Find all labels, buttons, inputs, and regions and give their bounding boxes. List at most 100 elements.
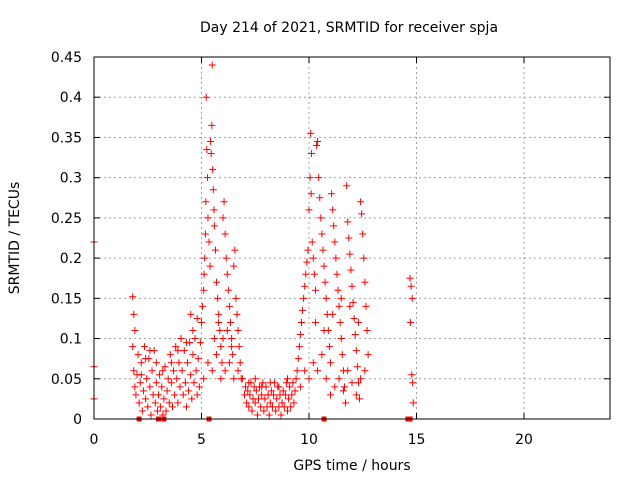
data-point	[347, 266, 355, 274]
data-point	[185, 387, 193, 395]
data-point	[200, 270, 208, 278]
data-point	[346, 250, 354, 258]
data-point	[409, 399, 417, 407]
data-point	[209, 186, 217, 194]
data-point	[361, 278, 369, 286]
data-point	[335, 302, 343, 310]
data-point	[343, 182, 351, 190]
data-point	[156, 371, 164, 379]
data-point	[184, 359, 192, 367]
data-point	[406, 318, 414, 326]
data-point	[207, 137, 215, 145]
data-point	[130, 310, 138, 318]
data-point	[198, 318, 205, 326]
data-point	[148, 367, 156, 375]
data-point	[270, 391, 278, 399]
data-point	[350, 314, 358, 322]
y-tick-label: 0.45	[51, 50, 82, 66]
data-points	[90, 61, 417, 422]
data-point	[137, 359, 145, 367]
data-point	[306, 174, 314, 182]
data-point	[320, 262, 328, 270]
data-point	[328, 190, 336, 198]
data-point	[143, 375, 151, 383]
data-point	[281, 391, 289, 399]
data-point	[248, 407, 256, 415]
data-point	[335, 375, 343, 383]
data-point	[228, 343, 236, 351]
data-point	[282, 379, 290, 387]
data-point	[245, 403, 253, 411]
data-point	[223, 327, 231, 335]
data-point	[201, 254, 209, 262]
data-point	[266, 399, 274, 407]
data-point	[348, 282, 356, 290]
data-point	[215, 310, 223, 318]
data-point	[210, 335, 218, 343]
data-point	[142, 355, 150, 363]
data-point	[164, 375, 172, 383]
data-point	[296, 383, 304, 391]
data-point	[137, 371, 145, 379]
data-point	[303, 258, 311, 266]
data-point	[325, 343, 333, 351]
data-point	[353, 363, 361, 371]
data-point	[257, 403, 265, 411]
data-point	[316, 194, 324, 202]
data-point	[342, 399, 350, 407]
data-point	[171, 391, 179, 399]
data-point	[296, 331, 304, 339]
data-point	[138, 407, 146, 415]
data-point	[188, 395, 196, 403]
data-point	[238, 375, 246, 383]
data-point	[189, 351, 197, 359]
data-point	[319, 246, 327, 254]
data-point	[352, 347, 360, 355]
data-point	[187, 310, 195, 318]
data-point	[231, 246, 239, 254]
data-point	[310, 270, 318, 278]
data-point	[190, 379, 198, 387]
data-point	[292, 375, 300, 383]
y-tick-label: 0.1	[60, 332, 82, 348]
y-tick-label: 0.3	[60, 171, 82, 187]
data-point	[230, 375, 238, 383]
data-point	[168, 403, 176, 411]
data-point	[174, 399, 182, 407]
data-point	[216, 327, 224, 335]
y-tick-label: 0.4	[60, 90, 82, 106]
data-point	[141, 343, 149, 351]
data-point	[285, 395, 293, 403]
data-point	[333, 270, 341, 278]
data-point	[300, 294, 308, 302]
data-point	[201, 230, 209, 238]
data-point	[305, 375, 313, 383]
y-tick-label: 0	[73, 412, 82, 428]
data-point	[351, 331, 359, 339]
data-point	[279, 387, 287, 395]
data-point	[329, 206, 337, 214]
data-point	[243, 399, 251, 407]
data-point	[130, 367, 138, 375]
data-point	[267, 387, 275, 395]
data-point	[339, 387, 347, 395]
data-point	[245, 379, 253, 387]
data-point	[307, 190, 315, 198]
data-point	[348, 379, 356, 387]
data-point	[272, 407, 280, 415]
data-point	[409, 379, 417, 387]
data-point	[330, 222, 338, 230]
data-point	[354, 379, 362, 387]
data-point	[301, 367, 309, 375]
data-point	[322, 294, 330, 302]
data-point	[205, 238, 213, 246]
data-point	[286, 383, 294, 391]
y-tick-label: 0.35	[51, 130, 82, 146]
data-point	[218, 359, 226, 367]
data-point	[214, 294, 222, 302]
data-point	[277, 411, 285, 419]
data-point	[408, 371, 416, 379]
data-point	[358, 210, 366, 218]
data-point	[320, 327, 328, 335]
data-point	[337, 294, 345, 302]
